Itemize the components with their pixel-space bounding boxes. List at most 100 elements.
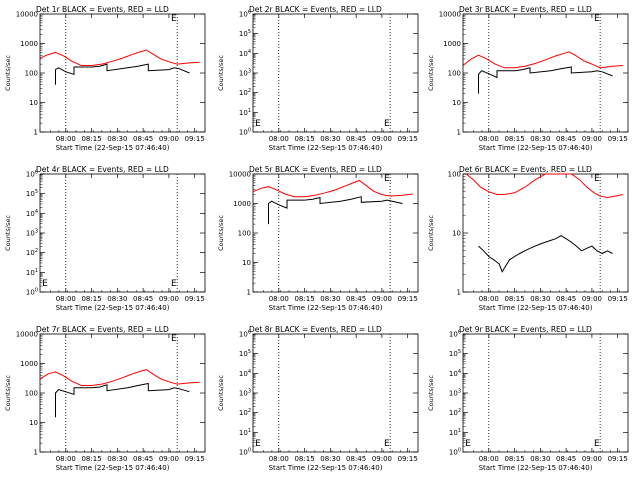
y-tick-label: 102: [26, 248, 38, 257]
panel-title: Det 3r BLACK = Events, RED = LLD: [459, 5, 592, 14]
y-tick-label: 10000: [439, 11, 461, 19]
x-tick-label: 09:15: [608, 455, 628, 463]
x-tick-label: 08:15: [504, 455, 524, 463]
y-tick-label: 1000: [443, 40, 461, 48]
x-tick-label: 09:15: [185, 455, 205, 463]
plot-frame: [252, 173, 419, 293]
series-events-line: [55, 63, 190, 85]
x-tick-label: 08:15: [294, 295, 314, 303]
panel-title: Det 9r BLACK = Events, RED = LLD: [459, 325, 592, 334]
event-marker-e: E: [384, 439, 390, 449]
y-axis-label: Counts/sec: [217, 215, 225, 251]
series-events-line: [478, 235, 613, 273]
y-tick-label: 1: [34, 129, 38, 137]
x-tick-label: 08:45: [133, 455, 153, 463]
y-axis-label: Counts/sec: [217, 375, 225, 411]
x-tick-label: 08:15: [81, 455, 101, 463]
y-tick-label: 105: [239, 29, 251, 38]
y-tick-label: 106: [239, 10, 251, 19]
panel-title: Det 4r BLACK = Events, RED = LLD: [36, 165, 169, 174]
y-axis-label: Counts/sec: [427, 215, 435, 251]
y-tick-label: 10: [29, 419, 38, 427]
plot-frame: [252, 13, 419, 133]
x-tick-label: 09:00: [159, 455, 179, 463]
x-axis-label: Start Time (22-Sep-15 07:46:40): [269, 464, 383, 472]
x-axis-label: Start Time (22-Sep-15 07:46:40): [479, 304, 593, 312]
y-tick-label: 100: [26, 288, 38, 297]
x-tick-label: 08:30: [320, 135, 340, 143]
x-tick-label: 09:00: [582, 295, 602, 303]
x-axis-label: Start Time (22-Sep-15 07:46:40): [269, 144, 383, 152]
y-tick-label: 104: [239, 49, 251, 58]
x-tick-label: 08:00: [56, 295, 76, 303]
x-tick-label: 09:00: [159, 295, 179, 303]
y-tick-label: 105: [239, 349, 251, 358]
y-tick-label: 100: [25, 390, 38, 398]
y-tick-label: 102: [449, 408, 461, 417]
y-tick-label: 10: [242, 259, 251, 267]
series-lld-line: [39, 369, 200, 386]
x-tick-label: 09:00: [582, 135, 602, 143]
plot-frame: [252, 333, 419, 453]
x-tick-label: 08:30: [320, 295, 340, 303]
y-tick-label: 103: [239, 69, 251, 78]
x-tick-label: 08:30: [107, 455, 127, 463]
series-lld-line: [465, 173, 623, 199]
y-tick-label: 1000: [20, 360, 38, 368]
x-tick-label: 08:45: [133, 135, 153, 143]
plot-frame: [39, 173, 206, 293]
panel-det-1: Det 1r BLACK = Events, RED = LLD 1 10 100 10…: [4, 5, 206, 152]
event-marker-e-left: E: [255, 119, 261, 129]
x-tick-label: 08:45: [556, 135, 576, 143]
x-tick-label: 08:45: [556, 455, 576, 463]
y-tick-label: 102: [239, 88, 251, 97]
event-marker-e: E: [384, 119, 390, 129]
x-axis-label: Start Time (22-Sep-15 07:46:40): [56, 464, 170, 472]
x-tick-label: 08:30: [530, 135, 550, 143]
x-tick-label: 08:15: [294, 135, 314, 143]
y-tick-label: 100: [448, 171, 461, 179]
y-tick-label: 104: [26, 209, 38, 218]
x-tick-label: 09:15: [185, 135, 205, 143]
x-tick-label: 09:15: [185, 295, 205, 303]
y-tick-label: 104: [239, 369, 251, 378]
x-tick-label: 08:45: [133, 295, 153, 303]
x-tick-label: 08:30: [107, 295, 127, 303]
x-tick-label: 08:45: [346, 295, 366, 303]
plot-frame: [462, 333, 629, 453]
x-tick-label: 09:00: [582, 455, 602, 463]
y-tick-label: 101: [449, 428, 461, 437]
event-marker-e-left: E: [465, 439, 471, 449]
series-lld-line: [39, 49, 200, 66]
x-tick-label: 08:30: [320, 455, 340, 463]
y-tick-label: 1: [457, 129, 461, 137]
panel-det-5: Det 5r BLACK = Events, RED = LLD 1 10 100 10…: [217, 165, 419, 312]
event-marker-e: E: [171, 14, 177, 24]
y-axis-label: Counts/sec: [427, 55, 435, 91]
y-tick-label: 106: [449, 330, 461, 339]
series-lld-line: [462, 51, 623, 69]
x-axis-label: Start Time (22-Sep-15 07:46:40): [56, 304, 170, 312]
y-tick-label: 106: [239, 330, 251, 339]
x-tick-label: 08:15: [294, 455, 314, 463]
x-axis-label: Start Time (22-Sep-15 07:46:40): [56, 144, 170, 152]
y-tick-label: 106: [26, 170, 38, 179]
event-marker-e: E: [171, 279, 177, 289]
x-tick-label: 08:00: [56, 135, 76, 143]
y-tick-label: 100: [239, 448, 251, 457]
y-tick-label: 102: [239, 408, 251, 417]
panel-title: Det 7r BLACK = Events, RED = LLD: [36, 325, 169, 334]
x-tick-label: 08:00: [269, 135, 289, 143]
panel-title: Det 5r BLACK = Events, RED = LLD: [249, 165, 382, 174]
x-tick-label: 09:15: [398, 135, 418, 143]
y-tick-label: 100: [238, 230, 251, 238]
x-tick-label: 08:00: [269, 455, 289, 463]
x-tick-label: 09:15: [398, 295, 418, 303]
x-tick-label: 09:00: [372, 135, 392, 143]
x-tick-label: 09:00: [372, 455, 392, 463]
event-marker-e-left: E: [42, 279, 48, 289]
x-axis-label: Start Time (22-Sep-15 07:46:40): [479, 464, 593, 472]
y-tick-label: 10000: [229, 171, 251, 179]
y-tick-label: 103: [449, 389, 461, 398]
panel-title: Det 8r BLACK = Events, RED = LLD: [249, 325, 382, 334]
